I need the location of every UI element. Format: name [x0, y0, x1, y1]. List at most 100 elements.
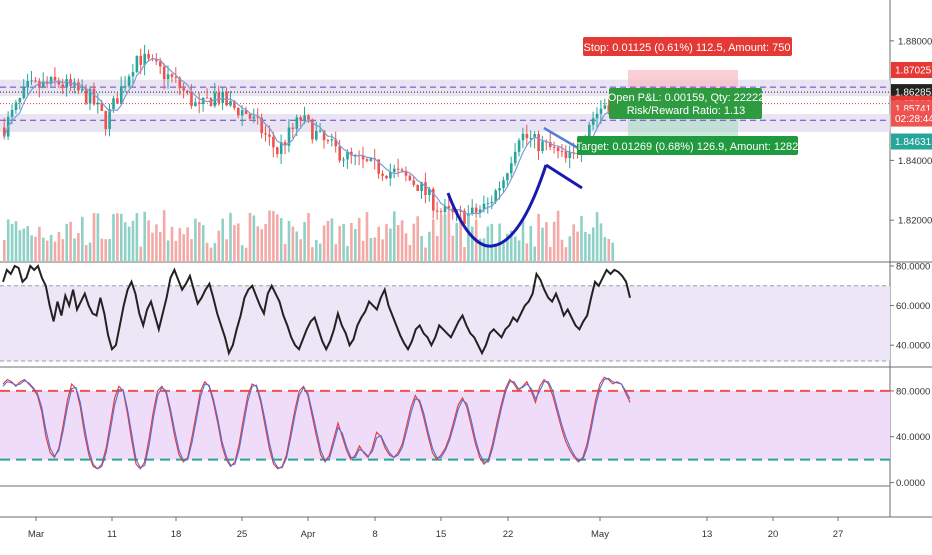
volume-bar [541, 227, 544, 262]
volume-bar [533, 246, 536, 262]
candle-body [170, 74, 174, 78]
price-tick-label: 1.88000 [898, 36, 932, 47]
candle-body [607, 105, 611, 114]
candle-body [100, 102, 104, 111]
candle-body [61, 84, 65, 88]
volume-bar [38, 226, 41, 262]
candle-body [38, 81, 41, 88]
handle-pattern-line [545, 163, 583, 190]
candle-body [330, 139, 334, 141]
axes: 1.880001.840001.8200080.000060.000040.00… [28, 36, 932, 540]
candle-body [435, 210, 439, 212]
candle-body [53, 76, 57, 81]
volume-bar [221, 218, 224, 262]
volume-bar [34, 236, 37, 262]
candle-body [447, 206, 451, 209]
candle-body [256, 116, 260, 118]
candle-body [3, 127, 6, 137]
candle-body [81, 88, 84, 91]
volume-bar [244, 247, 248, 262]
volume-bar [264, 223, 267, 262]
candle-body [537, 134, 540, 152]
candle-body [240, 110, 244, 116]
candle-body [342, 159, 345, 161]
candle-body [22, 87, 26, 99]
price-tick-label: 1.84000 [898, 156, 932, 167]
candle-body [252, 116, 256, 119]
candle-body [307, 115, 310, 120]
volume-bar [108, 238, 111, 262]
volume-bar [451, 235, 455, 262]
volume-bar [599, 223, 603, 262]
volume-bar [73, 238, 76, 262]
candle-body [478, 209, 482, 213]
volume-bar [416, 216, 419, 262]
candle-body [400, 169, 404, 171]
volume-bar [127, 226, 131, 262]
volume-bar [529, 225, 533, 262]
volume-bar [435, 235, 439, 262]
candle-body [279, 142, 283, 154]
volume-bar [350, 222, 353, 262]
stochastic-k-line [2, 376, 631, 470]
volume-bar [159, 231, 162, 262]
price-label-text: 1.86285 [895, 88, 932, 99]
volume-bar [291, 226, 295, 262]
candle-body [498, 188, 501, 191]
candle-body [603, 105, 607, 109]
oscillator-band [0, 285, 890, 362]
volume-bar [3, 239, 6, 262]
candle-body [588, 124, 591, 138]
volume-bar [22, 228, 26, 262]
volume-bar [6, 219, 10, 262]
candle-body [244, 110, 248, 115]
volume-bar [14, 221, 18, 262]
candle-body [432, 188, 435, 211]
risk-reward-label: Risk/Reward Ratio: 1.13 [627, 105, 746, 117]
candle-body [131, 72, 135, 77]
candle-body [108, 108, 111, 130]
candle-body [30, 80, 33, 82]
candle-body [556, 147, 560, 152]
candle-body [513, 151, 517, 164]
volume-bar [240, 245, 244, 262]
volume-bar [190, 239, 193, 262]
volume-bar [420, 235, 423, 262]
candle-body [276, 147, 279, 154]
candle-body [221, 91, 224, 103]
volume-bar [299, 239, 302, 262]
volume-bar [170, 226, 174, 262]
volume-bar [408, 244, 412, 262]
candle-body [159, 61, 162, 67]
moving-average-line [3, 57, 613, 215]
position-tool: Stop: 0.01125 (0.61%) 112.5, Amount: 750… [576, 37, 798, 155]
volume-bar [506, 233, 509, 262]
candle-body [166, 74, 170, 80]
candle-body [416, 184, 419, 192]
volume-bar [307, 213, 310, 262]
candle-body [439, 211, 443, 213]
candle-body [120, 86, 123, 104]
candle-body [315, 131, 318, 140]
volume-bar [96, 213, 100, 262]
volume-bar [81, 216, 84, 262]
price-label-box [891, 61, 932, 78]
stop-label-box [583, 37, 792, 56]
candle-body [233, 101, 236, 108]
volume-bar [57, 231, 61, 262]
time-tick-label: 11 [107, 529, 117, 540]
volume-bar [369, 238, 373, 262]
volume-bar [455, 222, 458, 262]
candle-body [541, 141, 544, 152]
volume-bar [400, 220, 404, 262]
volume-bar [303, 222, 306, 262]
time-tick-label: Apr [301, 529, 316, 540]
candle-body [127, 76, 131, 87]
candle-body [237, 107, 240, 116]
volume-bar [53, 241, 57, 262]
price-series [2, 44, 631, 470]
candle-body [377, 159, 380, 174]
candle-body [521, 133, 525, 141]
